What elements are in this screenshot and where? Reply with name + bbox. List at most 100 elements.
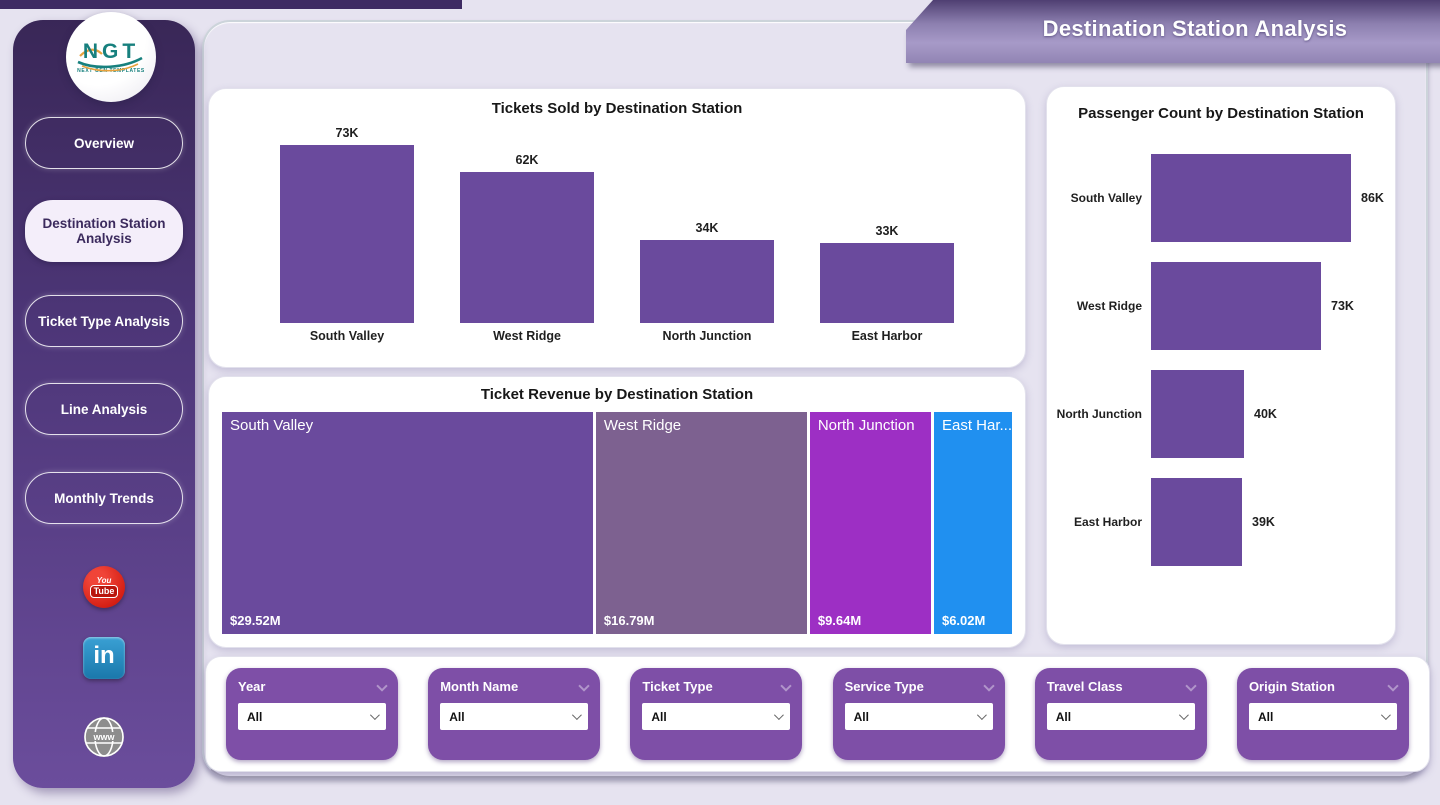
service-type-slicer-label: Service Type xyxy=(844,679,924,694)
sidebar-item-label: Monthly Trends xyxy=(54,490,154,506)
sidebar-item-label: Line Analysis xyxy=(60,401,148,417)
content-frame xyxy=(202,20,1428,778)
hbar-category-label: South Valley xyxy=(1070,191,1142,205)
sidebar: NGT NEXT GEN TEMPLATES Overview Destinat… xyxy=(13,12,195,788)
bar-value-label: 34K xyxy=(695,221,719,235)
top-accent-strip xyxy=(0,0,462,9)
bar-value-label: 33K xyxy=(875,224,899,238)
treemap-tile-label: North Junction xyxy=(817,417,915,434)
ticket-type-filter-value: All xyxy=(651,709,667,724)
chevron-down-icon xyxy=(1178,710,1189,721)
sidebar-item-monthly-trends[interactable]: Monthly Trends xyxy=(25,472,183,524)
travel-class-slicer-label: Travel Class xyxy=(1046,679,1123,694)
passenger-count-chart-card: Passenger Count by Destination Station S… xyxy=(1046,86,1396,645)
ticket-revenue-chart-card: Ticket Revenue by Destination Station So… xyxy=(208,376,1026,648)
sidebar-item-line-analysis[interactable]: Line Analysis xyxy=(25,383,183,435)
ticket-revenue-chart-title: Ticket Revenue by Destination Station xyxy=(480,386,754,403)
year-slicer-label: Year xyxy=(238,679,266,694)
bar-category-label: East Harbor xyxy=(851,329,923,343)
origin-station-slicer-label: Origin Station xyxy=(1248,679,1335,694)
ticket-type-filter-dropdown[interactable]: All xyxy=(642,703,791,730)
sidebar-item-overview[interactable]: Overview xyxy=(25,117,183,169)
linkedin-icon-text: in xyxy=(93,642,115,669)
bar-south-valley[interactable] xyxy=(280,145,414,323)
treemap-tile-value: $16.79M xyxy=(603,613,655,628)
website-icon-text: www xyxy=(92,732,115,742)
travel-class-filter-dropdown[interactable]: All xyxy=(1046,703,1195,730)
hbar-value-label: 73K xyxy=(1331,299,1354,313)
hbar-category-label: West Ridge xyxy=(1076,299,1142,313)
chevron-down-icon xyxy=(774,710,785,721)
hbar-value-label: 40K xyxy=(1254,407,1277,421)
bar-west-ridge[interactable] xyxy=(460,172,594,323)
treemap-tile-value: $29.52M xyxy=(230,613,281,628)
origin-station-filter-value: All xyxy=(1257,709,1274,724)
sidebar-item-label: Overview xyxy=(73,135,135,151)
website-globe-icon[interactable]: www xyxy=(82,715,126,759)
youtube-icon-text: You xyxy=(96,575,112,585)
hbar-east-harbor[interactable] xyxy=(1151,478,1242,566)
origin-station-filter-dropdown[interactable]: All xyxy=(1248,703,1397,730)
month-name-slicer-label: Month Name xyxy=(440,679,519,694)
year-filter-dropdown[interactable]: All xyxy=(238,703,386,730)
logo-swoosh-icon xyxy=(77,48,143,72)
ticket-type-slicer: Ticket Type All xyxy=(630,668,803,760)
ticket-type-slicer-label: Ticket Type xyxy=(642,679,713,694)
treemap-tile-label: South Valley xyxy=(230,417,314,434)
linkedin-icon[interactable]: in xyxy=(83,637,125,679)
month-name-filter-dropdown[interactable]: All xyxy=(440,703,589,730)
treemap-tile-east-harbor[interactable]: East Har... $6.02M xyxy=(933,412,1012,634)
bar-category-label: North Junction xyxy=(662,329,752,343)
service-type-filter-dropdown[interactable]: All xyxy=(844,703,993,730)
bar-category-label: West Ridge xyxy=(493,329,561,343)
sidebar-item-label: Ticket Type Analysis xyxy=(38,313,170,329)
chevron-down-icon xyxy=(572,710,583,721)
chevron-down-icon xyxy=(369,710,380,721)
ngt-logo: NGT NEXT GEN TEMPLATES xyxy=(66,12,156,102)
service-type-filter-value: All xyxy=(853,709,869,724)
tickets-sold-chart-title: Tickets Sold by Destination Station xyxy=(491,100,743,117)
hbar-category-label: North Junction xyxy=(1056,407,1142,421)
service-type-slicer: Service Type All xyxy=(832,668,1005,760)
treemap-tile-north-junction[interactable]: North Junction $9.64M xyxy=(809,412,931,634)
hbar-south-valley[interactable] xyxy=(1151,154,1351,242)
sidebar-item-label: Destination Station Analysis xyxy=(42,216,166,246)
bar-value-label: 62K xyxy=(515,153,539,167)
treemap-tile-west-ridge[interactable]: West Ridge $16.79M xyxy=(595,412,807,634)
year-slicer: Year All xyxy=(226,668,398,760)
passenger-count-bar-chart: South Valley 86K West Ridge 73K North Ju… xyxy=(1047,144,1395,576)
month-name-filter-value: All xyxy=(449,709,465,724)
hbar-value-label: 39K xyxy=(1252,515,1275,529)
bar-east-harbor[interactable] xyxy=(820,243,954,323)
month-name-slicer: Month Name All xyxy=(428,668,601,760)
bar-value-label: 73K xyxy=(335,126,359,140)
treemap-tile-value: $9.64M xyxy=(817,613,862,628)
logo-text: NGT xyxy=(82,40,140,63)
sidebar-item-ticket-type-analysis[interactable]: Ticket Type Analysis xyxy=(25,295,183,347)
ticket-revenue-treemap: South Valley $29.52M West Ridge $16.79M … xyxy=(222,412,1012,634)
sidebar-item-destination-station-analysis[interactable]: Destination Station Analysis xyxy=(25,200,183,262)
origin-station-slicer: Origin Station All xyxy=(1236,668,1409,760)
chevron-down-icon xyxy=(976,710,987,721)
travel-class-slicer: Travel Class All xyxy=(1034,668,1207,760)
header-banner: Destination Station Analysis xyxy=(453,0,1440,70)
tickets-sold-bar-chart: 73K South Valley 62K West Ridge 34K Nort… xyxy=(209,125,1025,347)
page-title: Destination Station Analysis xyxy=(1042,15,1348,41)
bar-north-junction[interactable] xyxy=(640,240,774,323)
hbar-west-ridge[interactable] xyxy=(1151,262,1321,350)
hbar-category-label: East Harbor xyxy=(1073,515,1142,529)
treemap-tile-value: $6.02M xyxy=(941,613,986,628)
travel-class-filter-value: All xyxy=(1055,709,1072,724)
treemap-tile-label: West Ridge xyxy=(603,417,682,434)
treemap-tile-label: East Har... xyxy=(941,417,1012,434)
bar-category-label: South Valley xyxy=(309,329,385,343)
tickets-sold-chart-card: Tickets Sold by Destination Station 73K … xyxy=(208,88,1026,368)
year-filter-value: All xyxy=(247,709,263,724)
passenger-count-chart-title: Passenger Count by Destination Station xyxy=(1078,105,1364,122)
hbar-value-label: 86K xyxy=(1361,191,1384,205)
filter-bar: Year All Month Name All Ticket Type All … xyxy=(205,656,1430,772)
youtube-icon-text: Tube xyxy=(89,584,119,598)
treemap-tile-south-valley[interactable]: South Valley $29.52M xyxy=(222,412,593,634)
youtube-icon[interactable]: You Tube xyxy=(83,566,125,608)
hbar-north-junction[interactable] xyxy=(1151,370,1244,458)
